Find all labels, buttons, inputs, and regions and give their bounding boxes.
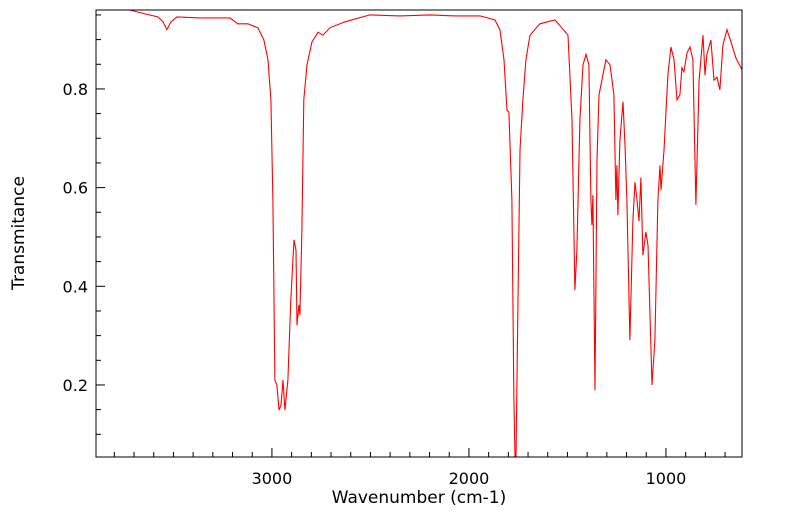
- x-axis-label: Wavenumber (cm-1): [332, 488, 507, 508]
- y-tick-label: 0.6: [63, 179, 88, 198]
- plot-frame: [95, 9, 743, 458]
- y-tick-label: 0.8: [63, 80, 88, 99]
- spectrum-line: [96, 9, 743, 458]
- x-tick-label: 1000: [646, 469, 687, 488]
- axis-ticks: [96, 14, 726, 457]
- y-tick-label: 0.2: [63, 376, 88, 395]
- x-tick-label: 3000: [252, 469, 293, 488]
- y-tick-label: 0.4: [63, 277, 88, 296]
- y-axis-label: Transmitance: [9, 176, 29, 291]
- x-tick-label: 2000: [449, 469, 490, 488]
- tick-labels: 3000 2000 1000 0.2 0.4 0.6 0.8: [63, 80, 687, 488]
